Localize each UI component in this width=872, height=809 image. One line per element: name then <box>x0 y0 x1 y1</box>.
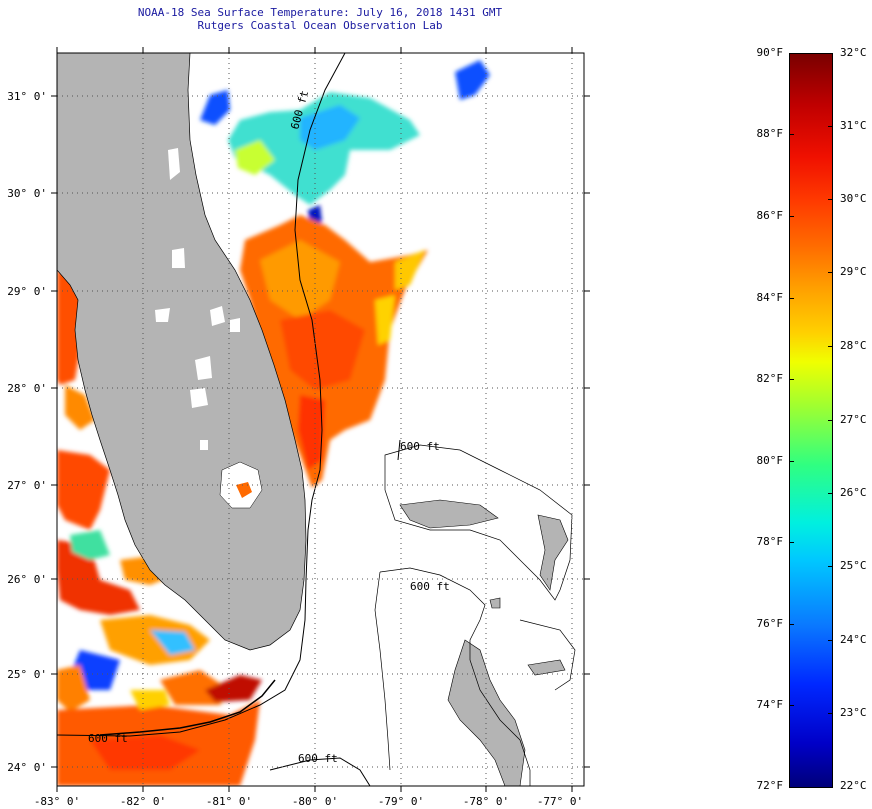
colorbar-tick <box>789 624 794 625</box>
lat-label: 30° 0' <box>7 187 47 200</box>
bank-outlines <box>374 444 576 786</box>
colorbar-tick <box>828 713 833 714</box>
celsius-label: 31°C <box>840 119 867 132</box>
fahrenheit-label: 90°F <box>756 46 784 59</box>
colorbar-tick <box>828 493 833 494</box>
colorbar-tick <box>789 461 794 462</box>
lat-label: 28° 0' <box>7 382 47 395</box>
svg-text:600 ft: 600 ft <box>298 752 338 765</box>
svg-text:600 ft: 600 ft <box>410 580 450 593</box>
colorbar-tick <box>789 134 794 135</box>
colorbar-tick <box>828 272 833 273</box>
celsius-label: 28°C <box>840 339 867 352</box>
lat-label: 31° 0' <box>7 90 47 103</box>
celsius-label: 30°C <box>840 192 867 205</box>
colorbar-tick <box>789 542 794 543</box>
fahrenheit-label: 82°F <box>756 372 784 385</box>
lon-label: -78° 0' <box>463 795 509 808</box>
celsius-label: 24°C <box>840 633 867 646</box>
celsius-label: 25°C <box>840 559 867 572</box>
fahrenheit-label: 72°F <box>756 779 784 792</box>
fahrenheit-label: 80°F <box>756 454 784 467</box>
florida-keys <box>99 679 276 736</box>
colorbar-tick <box>828 199 833 200</box>
colorbar-tick <box>828 346 833 347</box>
fahrenheit-label: 74°F <box>756 698 784 711</box>
map-title: NOAA-18 Sea Surface Temperature: July 16… <box>137 6 503 19</box>
colorbar-tick <box>789 216 794 217</box>
lon-label: -81° 0' <box>206 795 252 808</box>
svg-text:600 ft: 600 ft <box>400 440 440 453</box>
colorbar-tick <box>789 298 794 299</box>
fahrenheit-label: 78°F <box>756 535 784 548</box>
colorbar-tick <box>828 566 833 567</box>
lat-label: 29° 0' <box>7 285 47 298</box>
land-cloud-specks <box>155 148 240 450</box>
axis-ticks <box>51 47 590 792</box>
fahrenheit-label: 88°F <box>756 127 784 140</box>
lon-label: -83° 0' <box>34 795 80 808</box>
lat-label: 27° 0' <box>7 479 47 492</box>
celsius-label: 29°C <box>840 265 867 278</box>
lon-label: -77° 0' <box>537 795 583 808</box>
lon-label: -82° 0' <box>120 795 166 808</box>
map-frame <box>56 52 585 787</box>
svg-text:600 ft: 600 ft <box>88 732 128 745</box>
lat-lon-grid <box>57 53 584 786</box>
fahrenheit-label: 86°F <box>756 209 784 222</box>
colorbar-tick <box>828 126 833 127</box>
lon-label: -80° 0' <box>292 795 338 808</box>
lon-label: -79° 0' <box>378 795 424 808</box>
celsius-label: 32°C <box>840 46 867 59</box>
celsius-label: 22°C <box>840 779 867 792</box>
bathymetry-contours <box>57 53 401 786</box>
colorbar-tick <box>828 640 833 641</box>
colorbar-tick <box>828 420 833 421</box>
celsius-label: 26°C <box>840 486 867 499</box>
lat-label: 26° 0' <box>7 573 47 586</box>
colorbar-tick <box>789 705 794 706</box>
temperature-colorbar <box>789 53 833 788</box>
fahrenheit-label: 76°F <box>756 617 784 630</box>
celsius-label: 27°C <box>840 413 867 426</box>
colorbar-tick <box>789 379 794 380</box>
lat-label: 24° 0' <box>7 761 47 774</box>
lat-label: 25° 0' <box>7 668 47 681</box>
celsius-label: 23°C <box>840 706 867 719</box>
map-subtitle: Rutgers Coastal Ocean Observation Lab <box>197 19 443 32</box>
contour-labels: 600 ft 600 ft 600 ft 600 ft 600 ft <box>88 89 450 765</box>
fahrenheit-label: 84°F <box>756 291 784 304</box>
